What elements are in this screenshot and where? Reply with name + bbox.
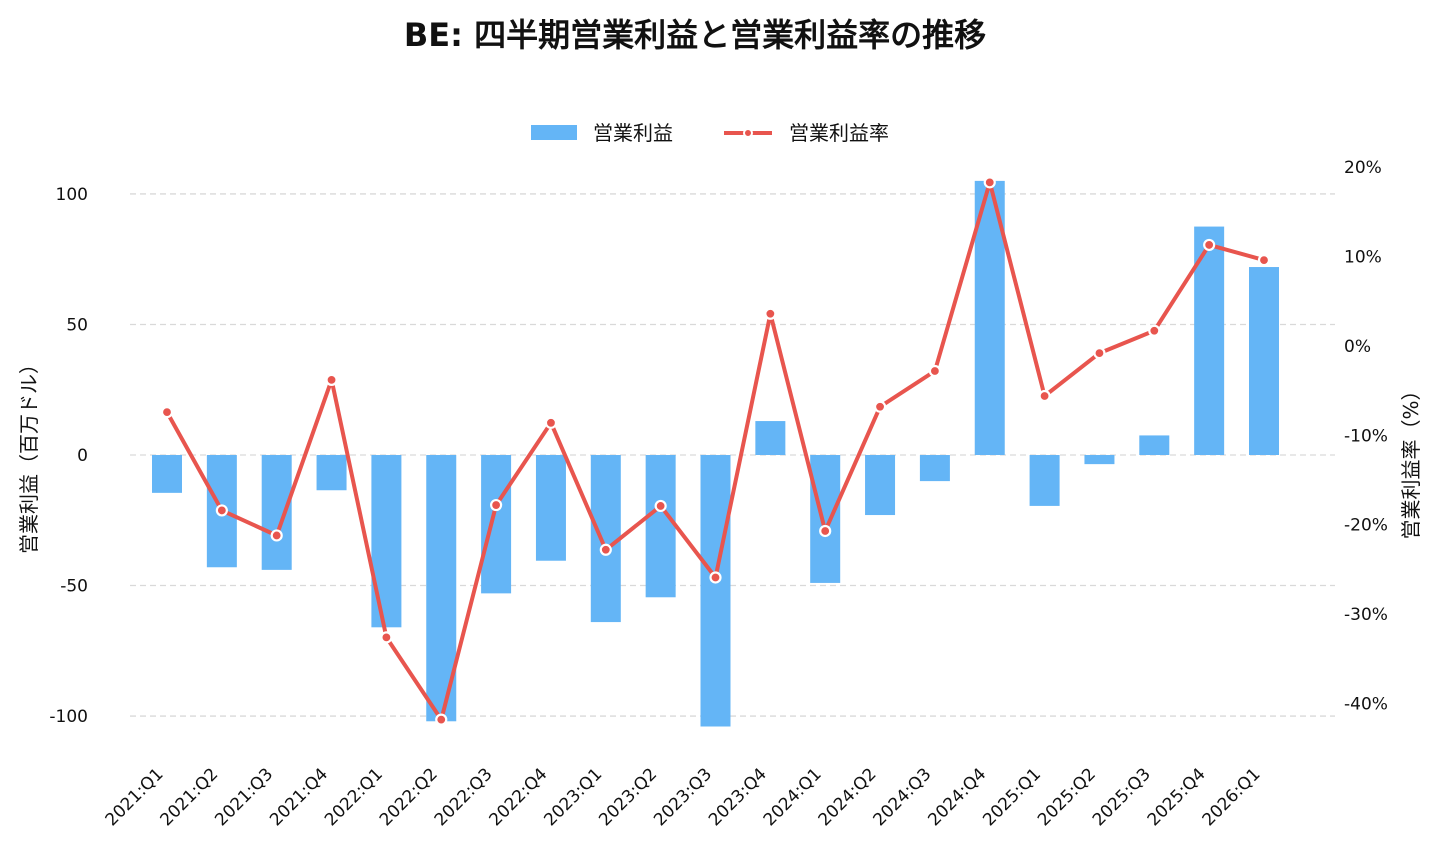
bar-series (152, 180, 1279, 727)
x-tick-label: 2021:Q3 (211, 764, 277, 830)
x-tick-label: 2023:Q4 (705, 764, 771, 830)
bar (590, 455, 621, 623)
bar (810, 455, 841, 583)
right-tick-label: -30% (1344, 605, 1388, 625)
x-tick-label: 2023:Q1 (540, 764, 606, 830)
bar (1029, 455, 1060, 506)
line-point (928, 364, 942, 378)
left-tick-label: -50 (60, 577, 88, 597)
x-tick-label: 2025:Q2 (1034, 764, 1100, 830)
bar (152, 455, 182, 493)
x-tick-label: 2023:Q2 (595, 764, 661, 830)
line-point (1093, 346, 1106, 360)
left-tick-label: 100 (56, 185, 88, 205)
left-tick-label: 0 (77, 446, 88, 466)
line-point (873, 400, 887, 413)
bar (261, 455, 292, 570)
x-tick-label: 2024:Q4 (924, 764, 990, 830)
x-axis-ticks: 2021:Q12021:Q22021:Q32021:Q42022:Q12022:… (102, 764, 1265, 830)
left-axis-ticks: -100 -50 0 50 100 (49, 185, 88, 727)
line-point (490, 498, 503, 512)
line-point (325, 373, 338, 387)
bar (1249, 267, 1279, 455)
bar (316, 455, 347, 491)
line-point (1148, 324, 1161, 337)
line-point (1203, 238, 1216, 252)
bar (1194, 226, 1225, 455)
bar (481, 455, 512, 594)
line-point (435, 713, 448, 726)
line-point (380, 631, 393, 644)
line-point (983, 176, 996, 189)
right-tick-label: 10% (1344, 248, 1382, 268)
x-tick-label: 2022:Q3 (431, 764, 497, 830)
line-point (709, 571, 722, 584)
line-series (160, 176, 1271, 726)
right-tick-label: 0% (1344, 337, 1371, 357)
bar (865, 455, 896, 516)
x-tick-label: 2021:Q4 (266, 764, 332, 830)
legend-line-label: 営業利益率 (789, 121, 889, 145)
bar (700, 455, 731, 727)
bar (755, 421, 786, 455)
legend-line-marker (743, 128, 753, 138)
x-tick-label: 2025:Q4 (1144, 764, 1210, 830)
line-point (160, 405, 174, 419)
right-tick-label: -20% (1344, 516, 1388, 536)
legend: 営業利益 営業利益率 (531, 121, 889, 145)
x-tick-label: 2026:Q1 (1199, 764, 1265, 830)
left-tick-label: 50 (66, 315, 88, 335)
x-tick-label: 2025:Q3 (1089, 764, 1155, 830)
line-point (819, 524, 832, 538)
right-tick-label: 20% (1344, 158, 1382, 178)
x-tick-label: 2023:Q3 (650, 764, 716, 830)
bar (919, 455, 950, 482)
line-point (215, 504, 228, 517)
chart-title: BE: 四半期営業利益と営業利益率の推移 (403, 16, 987, 54)
line-point (1038, 389, 1051, 403)
right-tick-label: -40% (1344, 695, 1388, 715)
bar (371, 455, 402, 628)
line-point (599, 543, 612, 556)
legend-bar-label: 営業利益 (593, 121, 673, 145)
legend-bar-swatch (531, 125, 577, 140)
line-point (270, 529, 283, 542)
bar (535, 455, 566, 561)
line-point (1257, 254, 1271, 267)
x-tick-label: 2024:Q2 (815, 764, 881, 830)
x-tick-label: 2022:Q2 (376, 764, 442, 830)
x-tick-label: 2022:Q1 (321, 764, 387, 830)
line-point (764, 307, 777, 320)
x-tick-label: 2024:Q1 (760, 764, 826, 830)
x-tick-label: 2021:Q1 (102, 764, 168, 830)
x-tick-label: 2024:Q3 (870, 764, 936, 830)
x-tick-label: 2021:Q2 (156, 764, 222, 830)
line-point (544, 416, 558, 429)
bar (1084, 455, 1115, 465)
line-point (654, 499, 667, 513)
bar (1139, 435, 1170, 455)
left-axis-title: 営業利益（百万ドル） (17, 354, 41, 554)
right-axis-title: 営業利益率（%） (1399, 380, 1423, 539)
right-axis-ticks: -40% -30% -20% -10% 0% 10% 20% (1344, 158, 1388, 714)
x-tick-label: 2022:Q4 (486, 764, 552, 830)
left-tick-label: -100 (49, 707, 88, 727)
right-tick-label: -10% (1344, 426, 1388, 446)
x-tick-label: 2025:Q1 (979, 764, 1045, 830)
bar (645, 455, 676, 598)
